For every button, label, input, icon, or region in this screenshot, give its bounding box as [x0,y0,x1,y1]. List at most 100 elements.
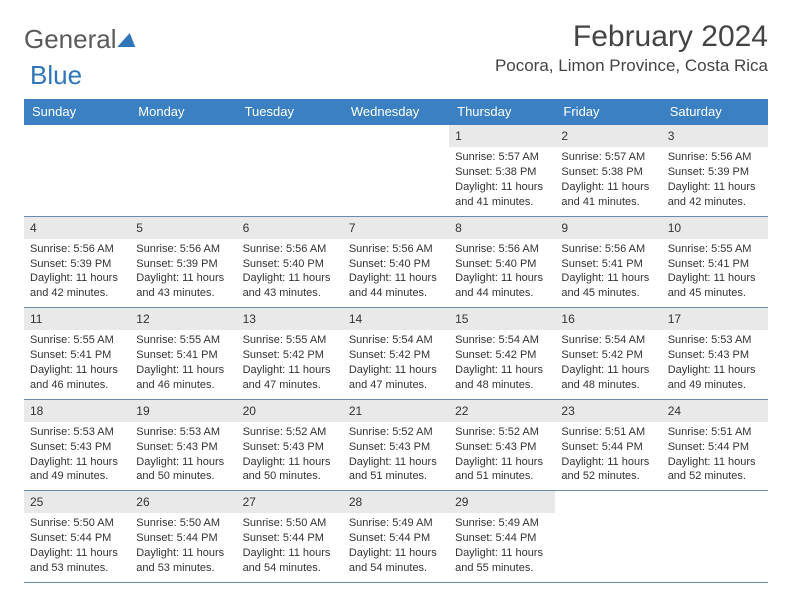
day-cell-empty [343,125,449,216]
day-number: 27 [237,491,343,513]
sunrise-text: Sunrise: 5:55 AM [668,242,762,257]
sunset-text: Sunset: 5:43 PM [136,440,230,455]
daylight-text: Daylight: 11 hours and 51 minutes. [455,455,549,485]
sunset-text: Sunset: 5:44 PM [30,531,124,546]
day-cell-empty [24,125,130,216]
day-cell: 21Sunrise: 5:52 AMSunset: 5:43 PMDayligh… [343,400,449,491]
day-cell: 7Sunrise: 5:56 AMSunset: 5:40 PMDaylight… [343,217,449,308]
day-number: 16 [555,308,661,330]
day-cell: 4Sunrise: 5:56 AMSunset: 5:39 PMDaylight… [24,217,130,308]
sunrise-text: Sunrise: 5:54 AM [455,333,549,348]
day-cell: 12Sunrise: 5:55 AMSunset: 5:41 PMDayligh… [130,308,236,399]
day-cell: 20Sunrise: 5:52 AMSunset: 5:43 PMDayligh… [237,400,343,491]
sunrise-text: Sunrise: 5:49 AM [349,516,443,531]
daylight-text: Daylight: 11 hours and 52 minutes. [561,455,655,485]
daylight-text: Daylight: 11 hours and 49 minutes. [668,363,762,393]
calendar: SundayMondayTuesdayWednesdayThursdayFrid… [24,99,768,583]
daylight-text: Daylight: 11 hours and 55 minutes. [455,546,549,576]
daylight-text: Daylight: 11 hours and 42 minutes. [30,271,124,301]
sunrise-text: Sunrise: 5:51 AM [561,425,655,440]
week-row: 1Sunrise: 5:57 AMSunset: 5:38 PMDaylight… [24,125,768,217]
sunrise-text: Sunrise: 5:56 AM [243,242,337,257]
page-title: February 2024 [495,20,768,54]
sunset-text: Sunset: 5:42 PM [243,348,337,363]
sunrise-text: Sunrise: 5:56 AM [561,242,655,257]
day-cell-empty [130,125,236,216]
day-number: 21 [343,400,449,422]
day-cell: 18Sunrise: 5:53 AMSunset: 5:43 PMDayligh… [24,400,130,491]
day-number: 11 [24,308,130,330]
sunrise-text: Sunrise: 5:56 AM [349,242,443,257]
week-row: 25Sunrise: 5:50 AMSunset: 5:44 PMDayligh… [24,491,768,583]
day-number: 6 [237,217,343,239]
location-subtitle: Pocora, Limon Province, Costa Rica [495,56,768,76]
sunset-text: Sunset: 5:44 PM [136,531,230,546]
day-number: 4 [24,217,130,239]
day-number: 2 [555,125,661,147]
logo: General [24,20,137,55]
day-number: 25 [24,491,130,513]
day-number: 5 [130,217,236,239]
weekday-header: Friday [555,99,661,125]
title-block: February 2024 Pocora, Limon Province, Co… [495,20,768,76]
day-cell-empty [662,491,768,582]
sunset-text: Sunset: 5:39 PM [136,257,230,272]
sunrise-text: Sunrise: 5:53 AM [668,333,762,348]
sunrise-text: Sunrise: 5:55 AM [136,333,230,348]
weeks-container: 1Sunrise: 5:57 AMSunset: 5:38 PMDaylight… [24,125,768,583]
sunset-text: Sunset: 5:44 PM [668,440,762,455]
sunset-text: Sunset: 5:43 PM [349,440,443,455]
day-number: 18 [24,400,130,422]
sunrise-text: Sunrise: 5:52 AM [243,425,337,440]
day-cell: 5Sunrise: 5:56 AMSunset: 5:39 PMDaylight… [130,217,236,308]
sunset-text: Sunset: 5:43 PM [455,440,549,455]
sunset-text: Sunset: 5:42 PM [349,348,443,363]
sunset-text: Sunset: 5:42 PM [561,348,655,363]
sunset-text: Sunset: 5:40 PM [455,257,549,272]
daylight-text: Daylight: 11 hours and 52 minutes. [668,455,762,485]
daylight-text: Daylight: 11 hours and 45 minutes. [668,271,762,301]
sunrise-text: Sunrise: 5:55 AM [243,333,337,348]
sunrise-text: Sunrise: 5:50 AM [243,516,337,531]
sunset-text: Sunset: 5:41 PM [136,348,230,363]
sunrise-text: Sunrise: 5:56 AM [668,150,762,165]
daylight-text: Daylight: 11 hours and 54 minutes. [243,546,337,576]
sunrise-text: Sunrise: 5:57 AM [561,150,655,165]
weekday-header-row: SundayMondayTuesdayWednesdayThursdayFrid… [24,99,768,125]
daylight-text: Daylight: 11 hours and 46 minutes. [30,363,124,393]
sunrise-text: Sunrise: 5:51 AM [668,425,762,440]
sunset-text: Sunset: 5:39 PM [668,165,762,180]
day-cell: 25Sunrise: 5:50 AMSunset: 5:44 PMDayligh… [24,491,130,582]
weekday-header: Sunday [24,99,130,125]
day-cell: 17 Sunrise: 5:53 AMSunset: 5:43 PMDayligh… [662,308,768,399]
day-number: 1 [449,125,555,147]
logo-word-blue: Blue [30,60,82,91]
weekday-header: Wednesday [343,99,449,125]
day-cell: 26Sunrise: 5:50 AMSunset: 5:44 PMDayligh… [130,491,236,582]
sunrise-text: Sunrise: 5:54 AM [561,333,655,348]
daylight-text: Daylight: 11 hours and 46 minutes. [136,363,230,393]
day-cell: 14Sunrise: 5:54 AMSunset: 5:42 PMDayligh… [343,308,449,399]
sunset-text: Sunset: 5:43 PM [668,348,762,363]
daylight-text: Daylight: 11 hours and 53 minutes. [30,546,124,576]
daylight-text: Daylight: 11 hours and 53 minutes. [136,546,230,576]
day-cell: 28Sunrise: 5:49 AMSunset: 5:44 PMDayligh… [343,491,449,582]
day-number: 29 [449,491,555,513]
day-cell: 22Sunrise: 5:52 AMSunset: 5:43 PMDayligh… [449,400,555,491]
daylight-text: Daylight: 11 hours and 41 minutes. [455,180,549,210]
weekday-header: Thursday [449,99,555,125]
day-number: 24 [662,400,768,422]
logo-mark-icon [117,33,138,47]
day-number: 13 [237,308,343,330]
sunset-text: Sunset: 5:43 PM [243,440,337,455]
sunrise-text: Sunrise: 5:53 AM [30,425,124,440]
day-cell-empty [237,125,343,216]
sunset-text: Sunset: 5:41 PM [561,257,655,272]
daylight-text: Daylight: 11 hours and 49 minutes. [30,455,124,485]
day-number: 26 [130,491,236,513]
daylight-text: Daylight: 11 hours and 43 minutes. [243,271,337,301]
daylight-text: Daylight: 11 hours and 42 minutes. [668,180,762,210]
day-number: 17 [662,308,768,330]
day-number: 3 [662,125,768,147]
day-cell: 8Sunrise: 5:56 AMSunset: 5:40 PMDaylight… [449,217,555,308]
